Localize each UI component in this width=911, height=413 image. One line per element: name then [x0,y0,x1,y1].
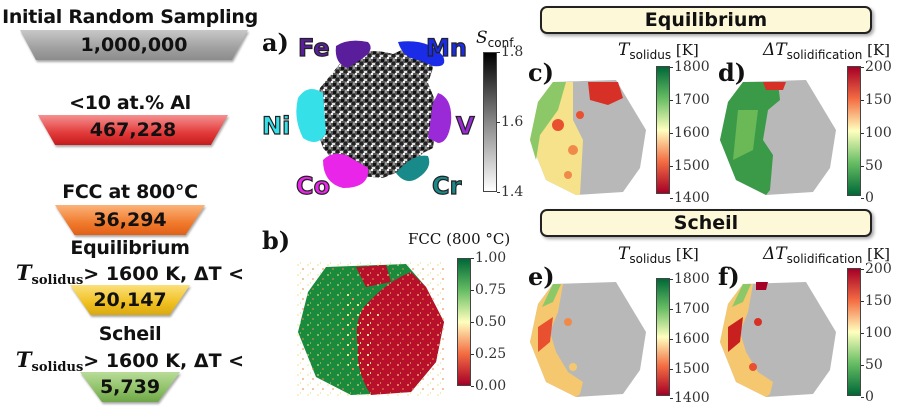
t-symbol: T [618,40,630,60]
element-label-mn: Mn [425,33,467,62]
tick-a-0: 1.8 [496,44,524,60]
tick-b-0: 1.00 [470,250,507,266]
element-label-v: V [455,111,475,140]
stage-title-al: <10 at.% Al [69,92,191,114]
colorbar-title-e: Tsolidus [K] [618,244,699,266]
stage-bar-fcc: 36,294 [55,205,205,235]
panel-label-e: e) [528,262,555,291]
unit: [K] [867,41,891,59]
tick-c-3: 1500 [670,158,710,174]
panel-label-c: c) [528,58,554,87]
stage-bar-al: 467,228 [38,115,228,145]
tick-d-3: 50 [861,158,883,174]
colorbar-title-b: FCC (800 °C) [408,230,511,248]
tick-c-4: 1400 [670,190,710,206]
stage-bar-equilibrium: 20,147 [70,285,190,315]
panel-label-b: b) [262,226,291,255]
equilibrium-solidification-range-map [720,80,836,195]
tsne-composition-map [296,40,452,188]
tick-f-2: 100 [861,325,892,341]
stage-bar-initial: 1,000,000 [20,30,248,60]
tick-f-4: 0 [861,389,874,405]
stage-title-fcc: FCC at 800°C [62,181,198,203]
tick-f-1: 150 [861,293,892,309]
s-symbol: S [476,28,488,48]
tick-b-3: 0.25 [470,346,507,362]
tick-c-2: 1600 [670,125,710,141]
stage-count-equilibrium: 20,147 [93,289,167,311]
stage-count-fcc: 36,294 [93,209,167,231]
stage-bar-scheil: 5,739 [80,372,180,402]
tick-b-2: 0.50 [470,314,507,330]
tick-c-1: 1700 [670,92,710,108]
stage-title-equilibrium: Equilibrium [70,237,190,259]
section-header-scheil: Scheil [540,209,872,237]
tick-d-2: 100 [861,125,892,141]
element-label-ni: Ni [261,111,291,140]
colorbar-e [656,278,670,396]
tick-e-4: 1400 [670,390,710,406]
stage-count-scheil: 5,739 [99,376,161,398]
tick-b-4: 0.00 [470,378,507,394]
stage-count-initial: 1,000,000 [80,34,188,56]
colorbar-title-d: ΔTsolidification [K] [763,40,890,62]
unit: [K] [675,245,699,263]
tick-c-0: 1800 [670,59,710,75]
delta-t-symbol: ΔT [763,40,787,60]
panel-label-d: d) [718,58,747,87]
stage-count-al: 467,228 [89,119,177,141]
fcc-fraction-map [296,262,446,397]
scheil-solidus-map [530,282,646,397]
equilibrium-solidus-map [530,80,646,195]
element-label-cr: Cr [431,171,462,200]
t-subscript: solidus [629,252,672,266]
tick-d-4: 0 [861,190,874,206]
delta-t-subscript: solidification [786,252,863,266]
unit: [K] [675,41,699,59]
unit: [K] [867,245,891,263]
tick-a-2: 1.4 [496,184,524,200]
colorbar-c [656,66,670,194]
tick-e-2: 1600 [670,331,710,347]
tick-d-0: 200 [861,59,892,75]
tick-b-1: 0.75 [470,282,507,298]
colorbar-f [847,268,861,396]
t-symbol: T [618,244,630,264]
scheil-solidification-range-map [720,282,836,397]
stage-title-scheil: Scheil [98,323,162,345]
tick-e-1: 1700 [670,301,710,317]
panel-label-a: a) [262,28,289,57]
colorbar-title-c: Tsolidus [K] [618,40,699,62]
colorbar-title-a: Sconf. [476,28,516,50]
delta-t-symbol: ΔT [763,244,787,264]
colorbar-b [457,258,471,386]
element-label-co: Co [295,171,331,200]
t-subscript: solidus [629,48,672,62]
panel-label-f: f) [718,262,740,291]
s-subscript: conf. [487,36,517,50]
tick-d-1: 150 [861,92,892,108]
tick-a-1: 1.6 [496,114,524,130]
section-header-equilibrium: Equilibrium [540,6,872,34]
tick-e-3: 1500 [670,361,710,377]
tick-f-0: 200 [861,261,892,277]
colorbar-title-f: ΔTsolidification [K] [763,244,890,266]
delta-t-subscript: solidification [786,48,863,62]
t-symbol: T [15,347,32,372]
element-label-fe: Fe [297,33,330,62]
tick-e-0: 1800 [670,271,710,287]
colorbar-d [847,66,861,196]
t-symbol: T [15,260,32,285]
tick-f-3: 50 [861,357,883,373]
stage-title-initial: Initial Random Sampling [2,6,258,28]
colorbar-a [483,52,497,192]
t-subscript: solidus [31,360,84,375]
